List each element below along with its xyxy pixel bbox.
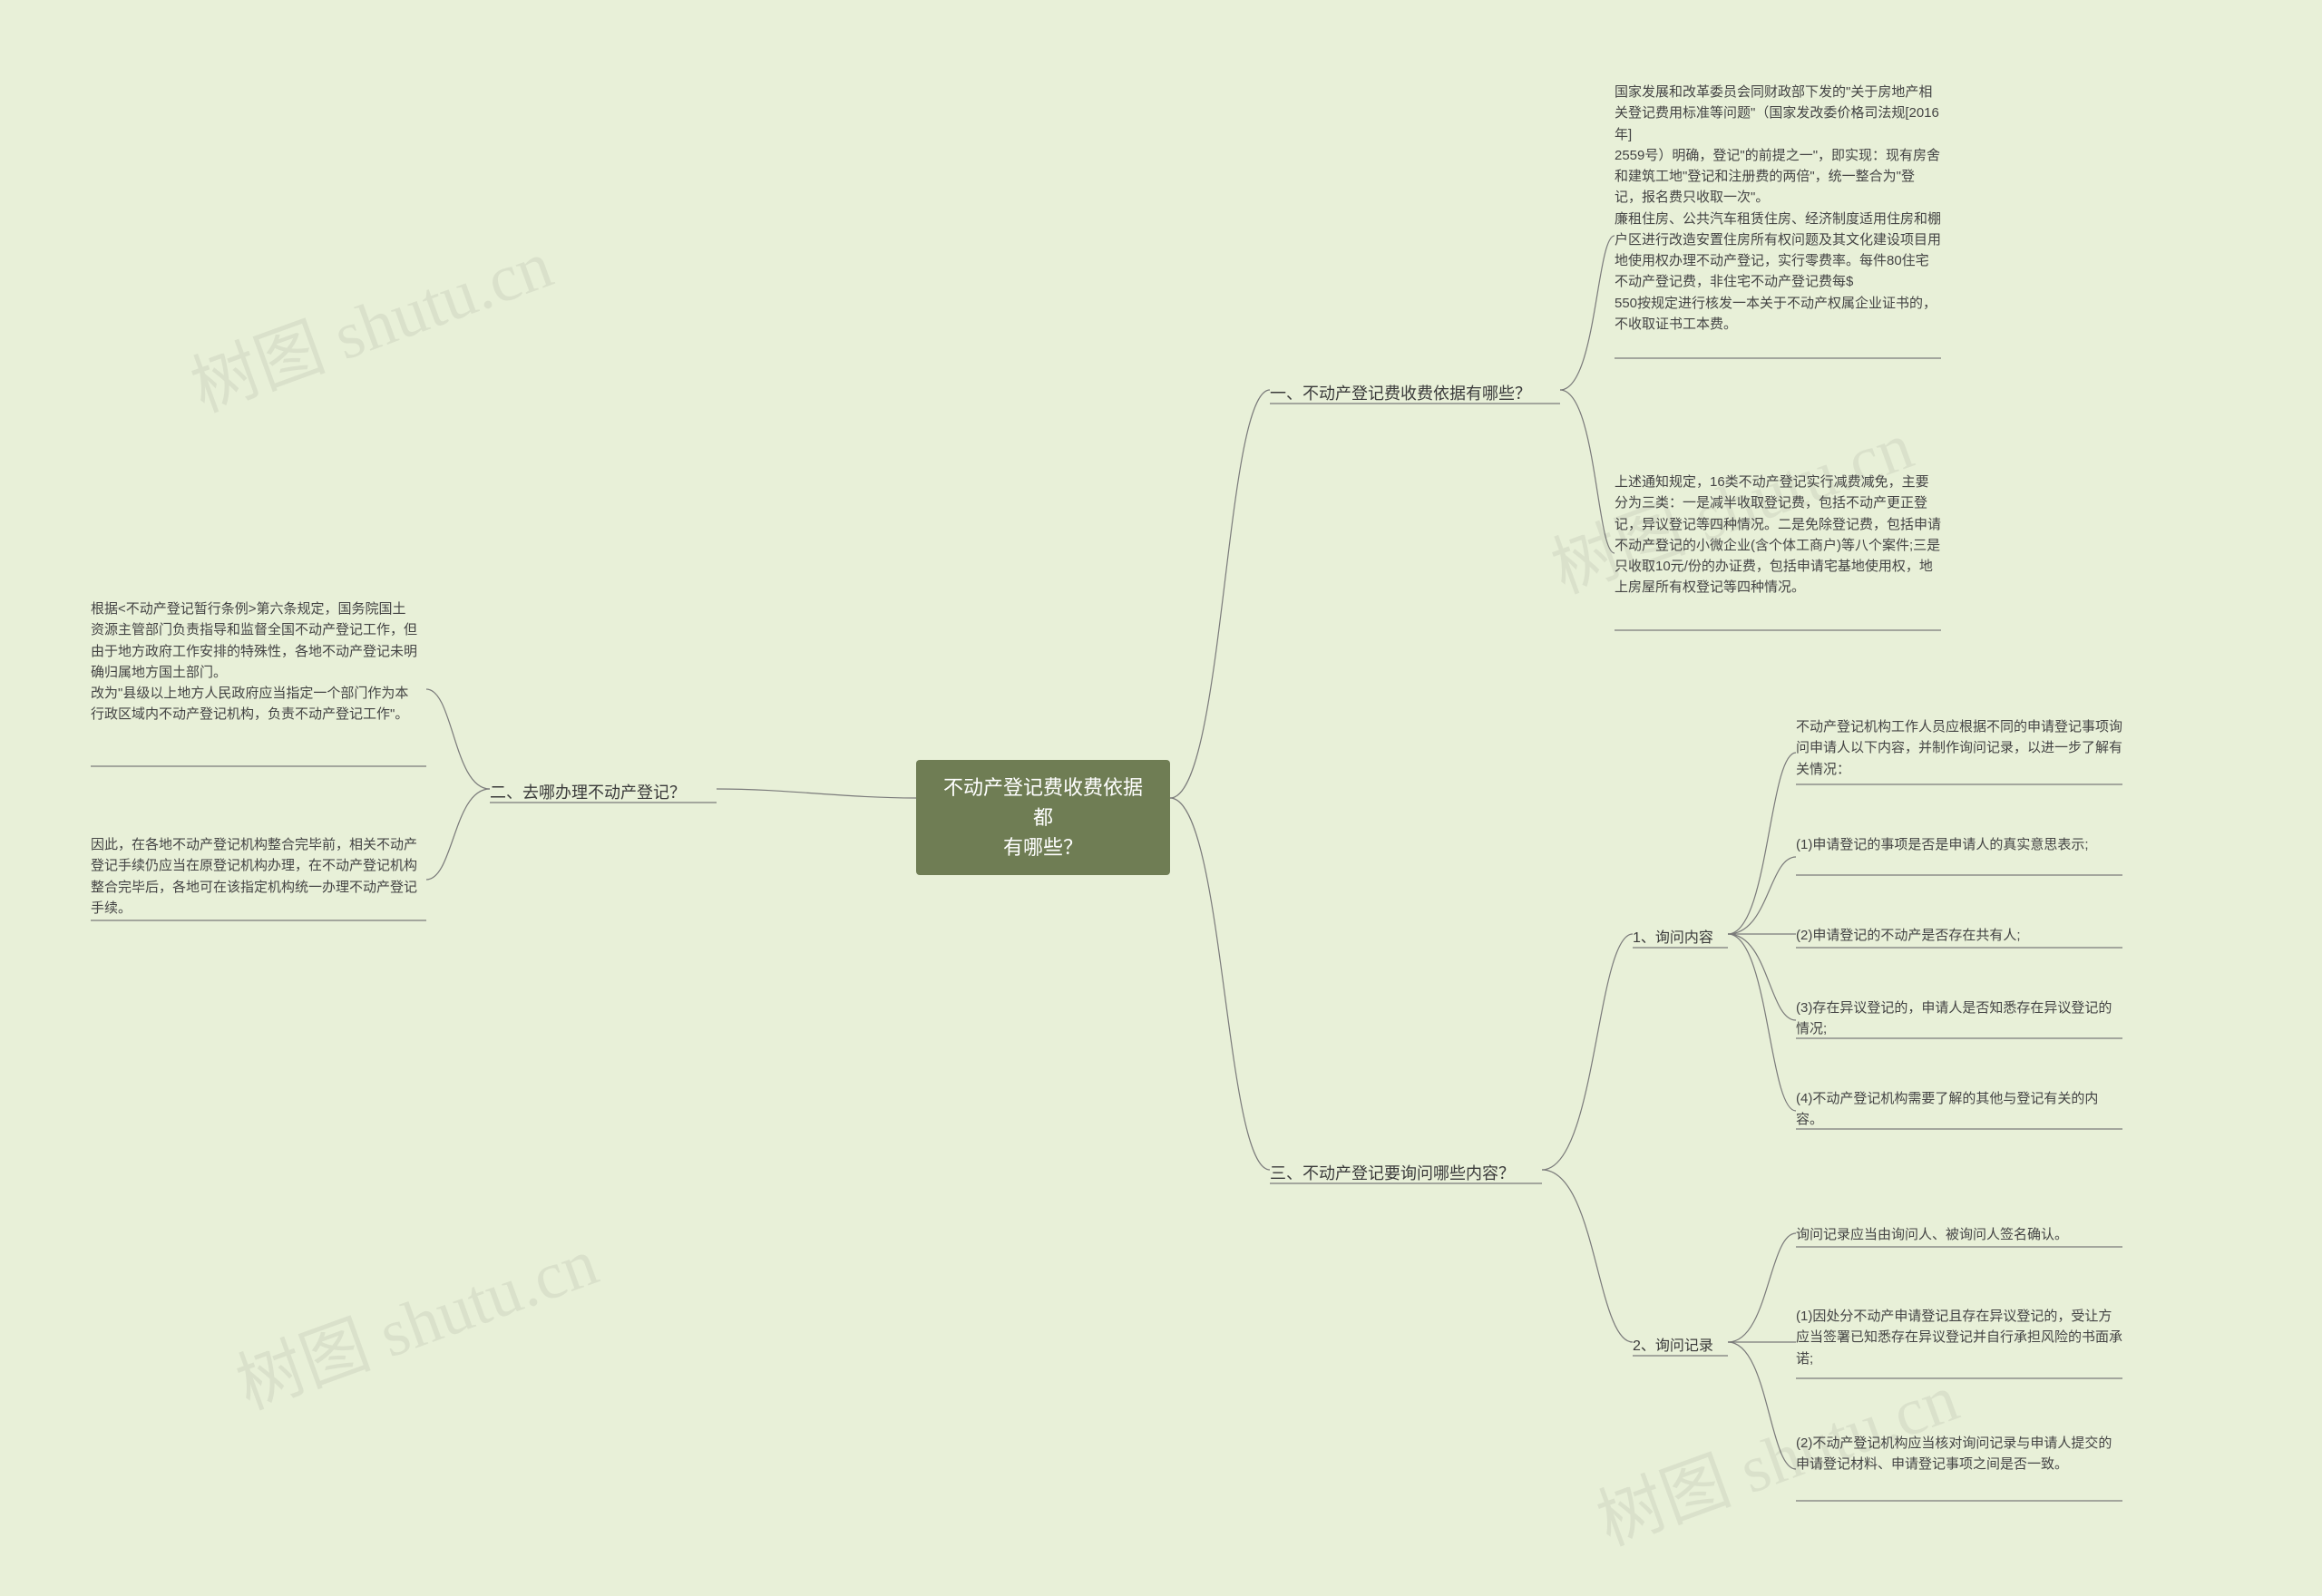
leaf-r2s1-0: 不动产登记机构工作人员应根据不同的申请登记事项询问申请人以下内容，并制作询问记录… xyxy=(1796,716,2122,780)
leaf-left-1: 因此，在各地不动产登记机构整合完毕前，相关不动产登记手续仍应当在原登记机构办理，… xyxy=(91,834,417,919)
leaf-r2s1-3: (3)存在异议登记的，申请人是否知悉存在异议登记的情况; xyxy=(1796,998,2122,1040)
leaf-left-0: 根据<不动产登记暂行条例>第六条规定，国务院国土资源主管部门负责指导和监督全国不… xyxy=(91,598,417,725)
branch-left: 二、去哪办理不动产登记？ xyxy=(490,780,686,803)
leaf-r2s2-0: 询问记录应当由询问人、被询问人签名确认。 xyxy=(1796,1224,2122,1245)
leaf-r2s1-4: (4)不动产登记机构需要了解的其他与登记有关的内容。 xyxy=(1796,1088,2122,1131)
leaf-r2s1-1: (1)申请登记的事项是否是申请人的真实意思表示; xyxy=(1796,834,2122,855)
root-node: 不动产登记费收费依据都 有哪些？ xyxy=(916,760,1170,875)
leaf-r1-1: 上述通知规定，16类不动产登记实行减费减免，主要分为三类：一是减半收取登记费，包… xyxy=(1615,472,1941,598)
branch-right-1: 一、不动产登记费收费依据有哪些？ xyxy=(1270,381,1531,404)
root-line1: 不动产登记费收费依据都 xyxy=(943,776,1143,829)
branch-right-2-sub1: 1、询问内容 xyxy=(1633,925,1713,947)
root-line2: 有哪些？ xyxy=(1003,836,1083,859)
branch-right-2: 三、不动产登记要询问哪些内容？ xyxy=(1270,1161,1515,1184)
leaf-r2s2-1: (1)因处分不动产申请登记且存在异议登记的，受让方应当签署已知悉存在异议登记并自… xyxy=(1796,1306,2122,1369)
branch-right-2-sub2: 2、询问记录 xyxy=(1633,1333,1713,1355)
leaf-r1-0: 国家发展和改革委员会同财政部下发的"关于房地产相关登记费用标准等问题"（国家发改… xyxy=(1615,82,1941,335)
leaf-r2s1-2: (2)申请登记的不动产是否存在共有人; xyxy=(1796,925,2122,946)
watermark: 树图 shutu.cn xyxy=(221,1208,609,1428)
leaf-r2s2-2: (2)不动产登记机构应当核对询问记录与申请人提交的申请登记材料、申请登记事项之间… xyxy=(1796,1433,2122,1475)
watermark: 树图 shutu.cn xyxy=(176,210,563,431)
